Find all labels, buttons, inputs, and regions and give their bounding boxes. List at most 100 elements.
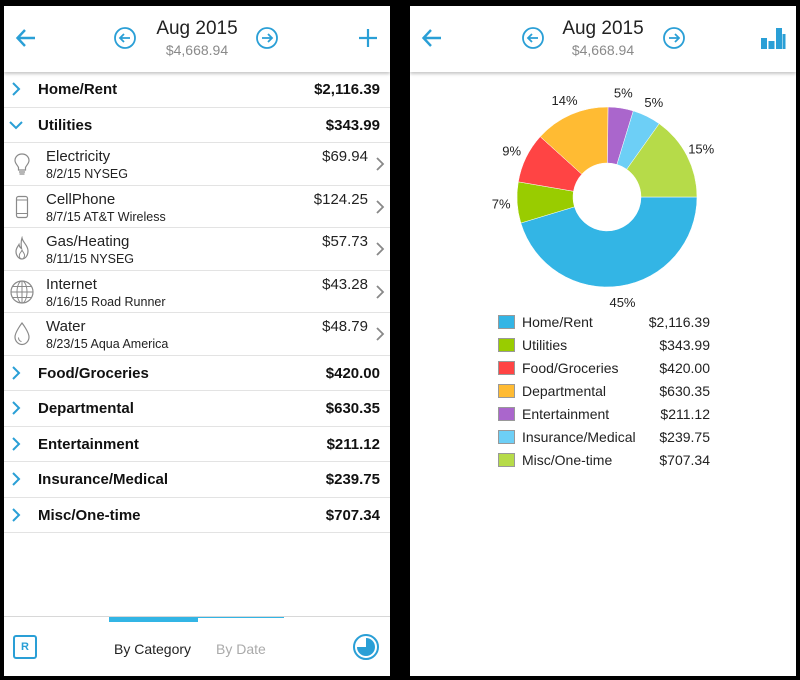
circle-arrow-right-icon	[256, 27, 278, 49]
expense-name: Gas/Heating	[46, 233, 130, 250]
flame-icon	[15, 236, 29, 260]
donut-chart: 45% 7% 9% 14% 5% 5% 15%	[492, 85, 715, 310]
month-title: Aug 2015	[562, 18, 644, 39]
legend-name: Food/Groceries	[522, 360, 619, 376]
back-button[interactable]	[416, 22, 448, 54]
chevron-right-icon	[376, 284, 385, 299]
circle-arrow-left-icon	[522, 27, 544, 49]
legend-item: Entertainment $211.12	[498, 403, 718, 426]
expense-amount: $124.25	[313, 190, 368, 208]
legend-item: Home/Rent $2,116.39	[498, 311, 718, 334]
category-row-home-rent[interactable]: Home/Rent $2,116.39	[4, 72, 390, 108]
expense-row-water[interactable]: Water 8/23/15 Aqua America $48.79	[4, 313, 390, 356]
category-list: Home/Rent $2,116.39 Utilities $343.99 El…	[4, 72, 390, 533]
donut-percent-label: 15%	[688, 141, 714, 156]
active-tab-indicator	[109, 617, 198, 622]
next-month-button[interactable]	[658, 22, 690, 54]
legend-swatch	[498, 384, 515, 398]
back-button[interactable]	[10, 22, 42, 54]
chart-area: 45% 7% 9% 14% 5% 5% 15%	[410, 72, 796, 312]
legend-name: Departmental	[522, 383, 607, 399]
app-header: Aug 2015 $4,668.94	[4, 6, 390, 72]
bar-chart-toggle-button[interactable]	[757, 22, 789, 54]
tab-by-category[interactable]: By Category	[114, 641, 192, 657]
legend-amount: $239.75	[659, 429, 710, 445]
previous-month-button[interactable]	[109, 22, 141, 54]
legend-amount: $2,116.39	[648, 314, 710, 330]
category-name: Insurance/Medical	[38, 471, 169, 488]
lightbulb-icon	[14, 153, 30, 175]
expense-name: Water	[46, 318, 86, 335]
recurring-button[interactable]: R	[13, 635, 37, 659]
legend-swatch	[498, 453, 515, 467]
category-row-misc-one-time[interactable]: Misc/One-time $707.34	[4, 498, 390, 533]
category-row-utilities[interactable]: Utilities $343.99	[4, 108, 390, 143]
category-amount: $343.99	[325, 116, 380, 134]
add-expense-button[interactable]	[352, 22, 384, 54]
category-name: Food/Groceries	[38, 364, 149, 382]
legend-amount: $630.35	[659, 383, 710, 399]
legend-item: Departmental $630.35	[498, 380, 718, 403]
legend-swatch	[498, 338, 515, 352]
expense-amount: $69.94	[322, 148, 368, 165]
expense-amount: $57.73	[322, 233, 368, 250]
category-amount: $630.35	[325, 400, 380, 417]
expense-amount: $43.28	[322, 275, 368, 293]
expense-detail: 8/11/15 NYSEG	[46, 252, 135, 266]
arrow-left-icon	[421, 29, 441, 47]
category-row-insurance-medical[interactable]: Insurance/Medical $239.75	[4, 462, 390, 498]
arrow-left-icon	[15, 29, 35, 47]
donut-percent-label: 5%	[644, 95, 663, 110]
next-month-button[interactable]	[251, 22, 283, 54]
legend-item: Insurance/Medical $239.75	[498, 426, 718, 449]
donut-percent-label: 7%	[492, 197, 511, 212]
circle-arrow-left-icon	[114, 27, 136, 49]
legend-name: Utilities	[522, 337, 568, 353]
chevron-right-icon	[376, 242, 385, 256]
month-title: Aug 2015	[156, 18, 238, 39]
chevron-right-icon	[376, 199, 385, 214]
legend-item: Food/Groceries $420.00	[498, 357, 718, 380]
category-row-departmental[interactable]: Departmental $630.35	[4, 391, 390, 427]
bar-chart-icon	[761, 28, 786, 49]
category-name: Entertainment	[38, 435, 139, 453]
category-row-entertainment[interactable]: Entertainment $211.12	[4, 427, 390, 462]
expense-detail: 8/23/15 Aqua America	[46, 337, 169, 351]
category-amount: $707.34	[325, 506, 380, 524]
legend-swatch	[498, 430, 515, 444]
category-list-screen: Aug 2015 $4,668.94 Home/Rent $2,116.39	[4, 6, 390, 676]
donut-percent-label: 9%	[502, 144, 521, 159]
expense-row-gas-heating[interactable]: Gas/Heating 8/11/15 NYSEG $57.73	[4, 228, 390, 271]
category-amount: $211.12	[326, 435, 380, 453]
month-total: $4,668.94	[165, 42, 229, 58]
chevron-down-icon	[9, 120, 23, 129]
expense-row-cellphone[interactable]: CellPhone 8/7/15 AT&T Wireless $124.25	[4, 186, 390, 228]
pie-chart-toggle-icon[interactable]	[352, 633, 380, 661]
legend-item: Misc/One-time $707.34	[498, 449, 718, 472]
expense-amount: $48.79	[322, 318, 368, 335]
category-name: Home/Rent	[38, 81, 118, 98]
tab-by-date[interactable]: By Date	[216, 641, 266, 657]
expense-row-electricity[interactable]: Electricity 8/2/15 NYSEG $69.94	[4, 143, 390, 186]
previous-month-button[interactable]	[517, 22, 549, 54]
category-row-food-groceries[interactable]: Food/Groceries $420.00	[4, 356, 390, 391]
legend-swatch	[498, 315, 515, 329]
expense-name: Internet	[46, 275, 97, 293]
donut-slice-home-rent[interactable]	[520, 196, 698, 288]
chevron-right-icon	[376, 327, 385, 341]
bottom-tab-bar: R By Category By Date	[4, 616, 390, 676]
legend-amount: $707.34	[659, 452, 710, 468]
donut-slice-misc-one-time[interactable]	[626, 123, 698, 198]
legend-name: Insurance/Medical	[522, 429, 636, 445]
chart-screen: Aug 2015 $4,668.94 45% 7% 9% 14% 5% 5% 15% Hom…	[410, 6, 796, 676]
legend-amount: $420.00	[659, 360, 710, 376]
legend-name: Home/Rent	[522, 314, 593, 330]
tab-indicator-track	[198, 617, 284, 618]
category-amount: $239.75	[325, 471, 380, 488]
expense-row-internet[interactable]: Internet 8/16/15 Road Runner $43.28	[4, 271, 390, 313]
phone-icon	[15, 195, 29, 218]
expense-detail: 8/2/15 NYSEG	[46, 167, 128, 181]
chevron-right-icon	[12, 82, 21, 96]
globe-icon	[10, 279, 34, 304]
water-drop-icon	[14, 322, 30, 346]
